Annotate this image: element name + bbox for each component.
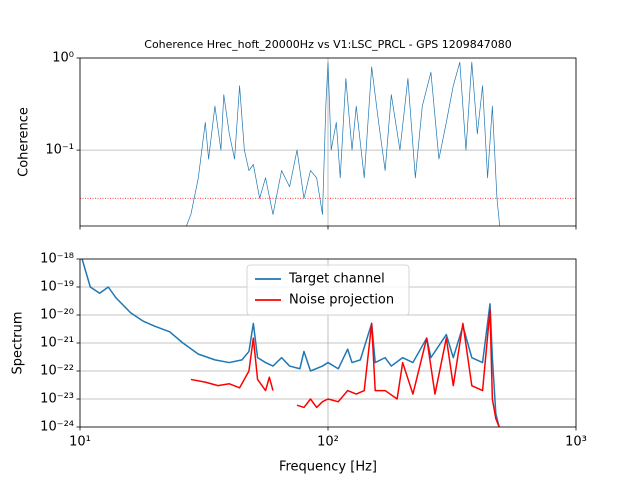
x-tick-label: 10³ — [565, 435, 587, 450]
chart-title: Coherence Hrec_hoft_20000Hz vs V1:LSC_PR… — [144, 38, 511, 51]
series-line — [186, 61, 501, 226]
y-tick-label: 10⁰ — [52, 51, 74, 66]
axes-frame — [79, 57, 577, 227]
axes-frame — [79, 258, 577, 428]
series-line — [190, 309, 500, 427]
y-axis-label: Coherence — [17, 107, 32, 177]
x-axis-label: Frequency [Hz] — [279, 460, 377, 475]
y-tick-label: 10⁻²² — [40, 364, 74, 379]
x-tick-label: 10¹ — [69, 435, 91, 450]
y-tick-label: 10⁻²¹ — [40, 336, 74, 351]
plot-area — [80, 61, 576, 226]
y-axis-label: Spectrum — [11, 312, 26, 375]
x-tick-label: 10² — [317, 435, 339, 450]
legend-box — [246, 264, 410, 316]
legend: Target channel Noise projection — [246, 264, 410, 316]
y-tick-label: 10⁻²⁴ — [40, 420, 74, 435]
y-tick-label: 10⁻¹⁹ — [40, 280, 74, 295]
series-line — [81, 259, 500, 427]
y-tick-label: 10⁻¹⁸ — [40, 252, 74, 267]
legend-label: Noise projection — [289, 293, 394, 308]
y-tick-label: 10⁻²⁰ — [40, 308, 74, 323]
legend-label: Target channel — [288, 272, 385, 287]
y-tick-label: 10⁻²³ — [40, 392, 74, 407]
plot-area — [81, 259, 500, 427]
y-tick-label: 10⁻¹ — [45, 143, 74, 158]
